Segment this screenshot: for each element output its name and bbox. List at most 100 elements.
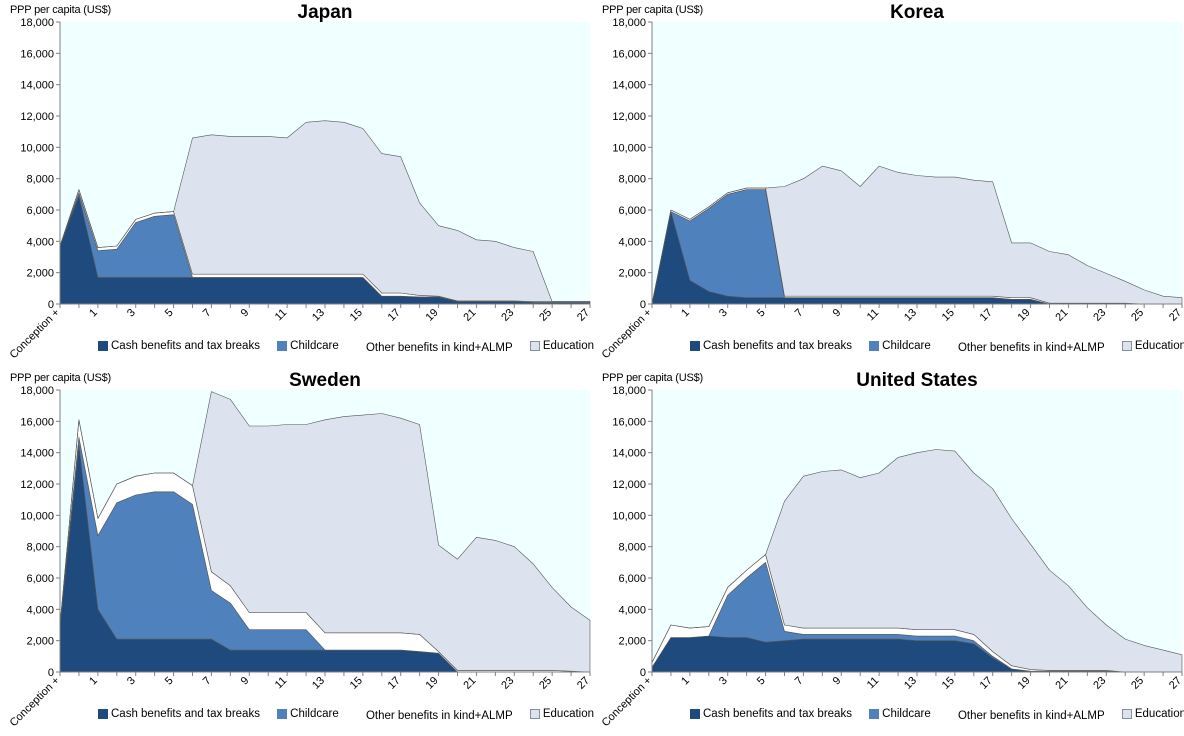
y-tick-label: 14,000: [612, 448, 646, 460]
y-tick-label: 6,000: [618, 205, 646, 217]
area-education: [59, 391, 591, 673]
legend-item-cash: Cash benefits and tax breaks: [690, 340, 852, 352]
y-tick-label: 0: [640, 299, 646, 311]
area-education: [651, 165, 1183, 305]
x-tick-label: 27: [575, 675, 592, 692]
legend-swatch-education: [529, 709, 540, 719]
legend-label: Childcare: [290, 708, 339, 720]
y-tick-label: 0: [640, 667, 646, 679]
legend-item-childcare: Childcare: [277, 708, 339, 720]
area-education: [651, 449, 1183, 673]
x-tick-label: 5: [163, 307, 176, 320]
x-tick-label: 9: [239, 307, 252, 320]
chart-title: Japan: [297, 2, 353, 23]
y-tick-label: 6,000: [618, 573, 646, 585]
legend-item-other: Other benefits in kind+ALMP: [366, 710, 513, 722]
legend-label: Childcare: [882, 708, 931, 720]
legend-item-childcare: Childcare: [869, 708, 931, 720]
legend-item-childcare: Childcare: [869, 340, 931, 352]
x-tick-label: 5: [755, 307, 768, 320]
legend-swatch-education: [1121, 709, 1132, 719]
x-tick-label: 19: [424, 307, 441, 324]
x-tick-label: 23: [499, 675, 516, 692]
y-tick-label: 16,000: [20, 416, 54, 428]
x-tick-label: 1: [87, 675, 100, 688]
legend-label: Cash benefits and tax breaks: [703, 340, 852, 352]
chart-sweden: 0 2,000 4,000 6,000 8,000 10,000 12,000 14,000 1…: [8, 385, 593, 729]
legend-label: Education: [1134, 708, 1184, 720]
x-tick-label: 17: [978, 307, 995, 324]
x-tick-label: 19: [424, 675, 441, 692]
x-tick-label: 15: [940, 307, 957, 324]
x-tick-label: 17: [978, 675, 995, 692]
chart-panel-united-states: 0 2,000 4,000 6,000 8,000 10,000 12,000 14,000 1…: [592, 368, 1184, 736]
legend-swatch-childcare: [277, 709, 288, 719]
chart-united-states: 0 2,000 4,000 6,000 8,000 10,000 12,000 14,000 1…: [600, 385, 1184, 729]
legend-item-other: Other benefits in kind+ALMP: [366, 342, 513, 354]
legend: Cash benefits and tax breaks Childcare O…: [98, 708, 608, 722]
y-axis-label: PPP per capita (US$): [602, 372, 703, 384]
x-tick-label: 1: [679, 675, 692, 688]
y-axis-label: PPP per capita (US$): [10, 372, 111, 384]
y-tick-label: 14,000: [20, 80, 54, 92]
y-tick-label: 2,000: [26, 268, 54, 280]
x-tick-label: 5: [755, 675, 768, 688]
x-tick-label: 15: [348, 307, 365, 324]
y-tick-label: 14,000: [612, 80, 646, 92]
x-tick-label: 1: [679, 307, 692, 320]
legend-swatch-cash: [98, 709, 108, 719]
y-tick-label: 10,000: [612, 142, 646, 154]
x-tick-label: 17: [386, 307, 403, 324]
y-tick-label: 18,000: [612, 17, 646, 29]
legend-item-education: Education: [529, 708, 594, 720]
chart-panel-japan: 0 2,000 4,000 6,000 8,000 10,000 12,000 14,000 1…: [0, 0, 595, 368]
y-tick-label: 12,000: [612, 479, 646, 491]
legend-label: Other benefits in kind+ALMP: [365, 710, 513, 722]
legend-swatch-education: [529, 341, 540, 351]
y-tick-label: 4,000: [618, 604, 646, 616]
x-tick-label: 7: [201, 675, 214, 688]
area-education: [59, 120, 591, 302]
x-tick-label: 13: [902, 307, 919, 324]
x-tick-label: 7: [793, 307, 806, 320]
x-tick-label: 9: [831, 675, 844, 688]
x-tick-label: 11: [865, 675, 882, 692]
legend-item-cash: Cash benefits and tax breaks: [98, 340, 260, 352]
x-tick-label: 23: [499, 307, 516, 324]
y-tick-label: 8,000: [26, 174, 54, 186]
x-tick-label: 19: [1016, 307, 1033, 324]
x-tick-label: 3: [125, 307, 138, 320]
x-tick-label: 11: [865, 307, 882, 324]
y-tick-label: 12,000: [20, 111, 54, 123]
legend: Cash benefits and tax breaks Childcare O…: [690, 708, 1184, 722]
y-tick-label: 18,000: [20, 385, 54, 397]
legend-item-other: Other benefits in kind+ALMP: [958, 342, 1105, 354]
legend-item-cash: Cash benefits and tax breaks: [98, 708, 260, 720]
x-tick-label: 25: [1129, 675, 1146, 692]
y-axis-label: PPP per capita (US$): [10, 4, 111, 16]
y-tick-label: 2,000: [618, 268, 646, 280]
x-tick-label: 17: [386, 675, 403, 692]
y-tick-label: 2,000: [26, 636, 54, 648]
legend-swatch-childcare: [277, 341, 288, 351]
x-tick-label: 5: [163, 675, 176, 688]
legend-swatch-education: [1121, 341, 1132, 351]
legend-label: Other benefits in kind+ALMP: [957, 710, 1105, 722]
legend-item-education: Education: [529, 340, 595, 352]
legend-label: Cash benefits and tax breaks: [703, 708, 852, 720]
x-tick-label: 15: [940, 675, 957, 692]
legend-item-education: Education: [1121, 340, 1184, 352]
y-tick-label: 18,000: [20, 17, 54, 29]
legend-swatch-cash: [690, 341, 700, 351]
y-tick-label: 0: [48, 299, 54, 311]
legend-item-cash: Cash benefits and tax breaks: [690, 708, 852, 720]
x-tick-label: 19: [1016, 675, 1033, 692]
x-tick-label: 25: [1129, 307, 1146, 324]
x-tick-label: 13: [310, 675, 327, 692]
x-tick-label: 21: [461, 675, 478, 692]
x-tick-label: 3: [717, 307, 730, 320]
legend-swatch-childcare: [869, 341, 880, 351]
y-tick-label: 4,000: [26, 236, 54, 248]
x-tick-label: 9: [831, 307, 844, 320]
legend-label: Education: [542, 340, 595, 352]
